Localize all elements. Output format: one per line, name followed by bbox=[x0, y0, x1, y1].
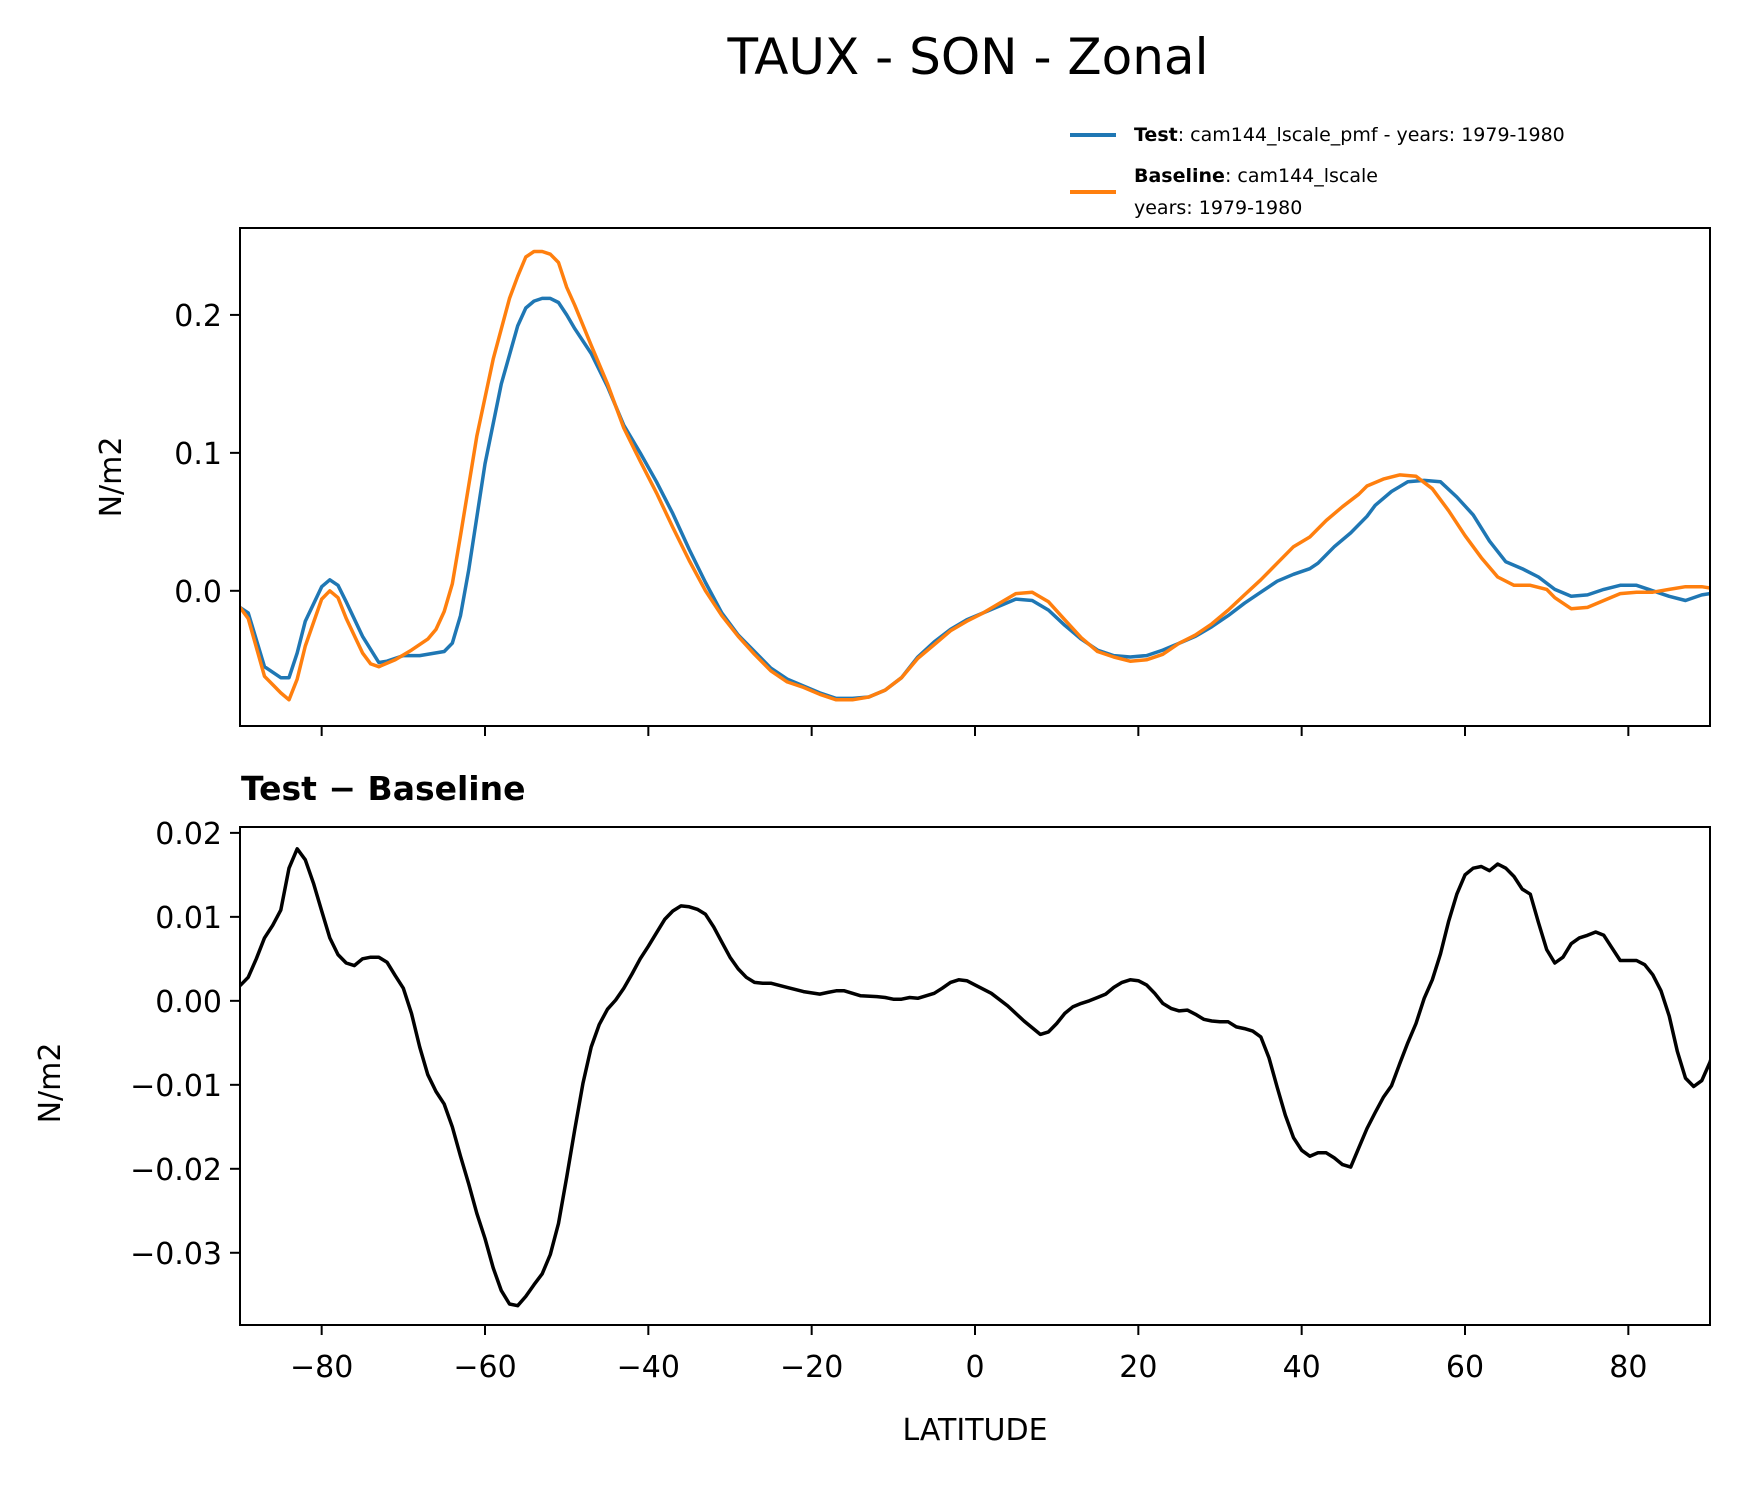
top-ytick-label: 0.1 bbox=[174, 437, 222, 472]
bottom-panel: Test − Baseline −0.03 −0.02 −0.01 0.00 0.01 0… bbox=[33, 769, 1711, 1448]
legend-name-baseline: Baseline bbox=[1134, 165, 1225, 187]
top-panel-series bbox=[240, 249, 1710, 702]
legend: Test: cam144_lscale_pmf - years: 1979-19… bbox=[1070, 124, 1565, 219]
bottom-series-line-difference bbox=[240, 847, 1710, 1308]
bottom-ytick-label: −0.03 bbox=[130, 1237, 222, 1272]
legend-entry-baseline: Baseline: cam144_lscale bbox=[1134, 165, 1378, 187]
legend-name-test: Test bbox=[1134, 124, 1178, 146]
top-ytick-label: 0.2 bbox=[174, 299, 222, 334]
bottom-panel-xlabel: LATITUDE bbox=[902, 1413, 1047, 1448]
top-panel: 0.0 0.1 0.2 N/m2 bbox=[94, 227, 1711, 736]
legend-sep-baseline: : bbox=[1225, 165, 1237, 187]
bottom-ytick-label: 0.01 bbox=[155, 901, 222, 936]
bottom-xtick-label: −40 bbox=[617, 1350, 680, 1385]
top-ytick-label: 0.0 bbox=[174, 575, 222, 610]
bottom-panel-series bbox=[240, 847, 1710, 1308]
legend-entry-test: Test: cam144_lscale_pmf - years: 1979-19… bbox=[1134, 124, 1565, 146]
legend-desc-test: cam144_lscale_pmf - years: 1979-1980 bbox=[1190, 124, 1565, 146]
bottom-ytick-label: 0.00 bbox=[155, 985, 222, 1020]
bottom-xtick-label: 0 bbox=[965, 1350, 984, 1385]
top-panel-frame bbox=[239, 227, 1711, 727]
bottom-xtick-label: −60 bbox=[453, 1350, 516, 1385]
bottom-panel-ticks: −0.03 −0.02 −0.01 0.00 0.01 0.02 −80 −60 −40 −20 0… bbox=[130, 817, 1647, 1385]
top-series-line-baseline bbox=[240, 249, 1710, 702]
bottom-xtick-label: 80 bbox=[1609, 1350, 1647, 1385]
figure-title: TAUX - SON - Zonal bbox=[727, 28, 1209, 86]
bottom-panel-frame bbox=[239, 826, 1711, 1326]
bottom-ytick-label: 0.02 bbox=[155, 817, 222, 852]
bottom-xtick-label: −80 bbox=[290, 1350, 353, 1385]
top-series-line-test bbox=[240, 296, 1710, 701]
bottom-ytick-label: −0.02 bbox=[130, 1153, 222, 1188]
top-panel-ticks: 0.0 0.1 0.2 bbox=[174, 299, 1630, 736]
legend-sep-test: : bbox=[1178, 124, 1190, 146]
top-panel-ylabel: N/m2 bbox=[94, 437, 129, 518]
bottom-panel-ylabel: N/m2 bbox=[33, 1043, 68, 1124]
legend-desc-baseline-line2: years: 1979-1980 bbox=[1134, 197, 1302, 219]
bottom-panel-subtitle: Test − Baseline bbox=[241, 769, 526, 808]
bottom-xtick-label: 60 bbox=[1446, 1350, 1484, 1385]
bottom-ytick-label: −0.01 bbox=[130, 1069, 222, 1104]
bottom-xtick-label: 20 bbox=[1119, 1350, 1157, 1385]
legend-desc-baseline: cam144_lscale bbox=[1237, 165, 1378, 187]
bottom-xtick-label: −20 bbox=[780, 1350, 843, 1385]
bottom-xtick-label: 40 bbox=[1283, 1350, 1321, 1385]
